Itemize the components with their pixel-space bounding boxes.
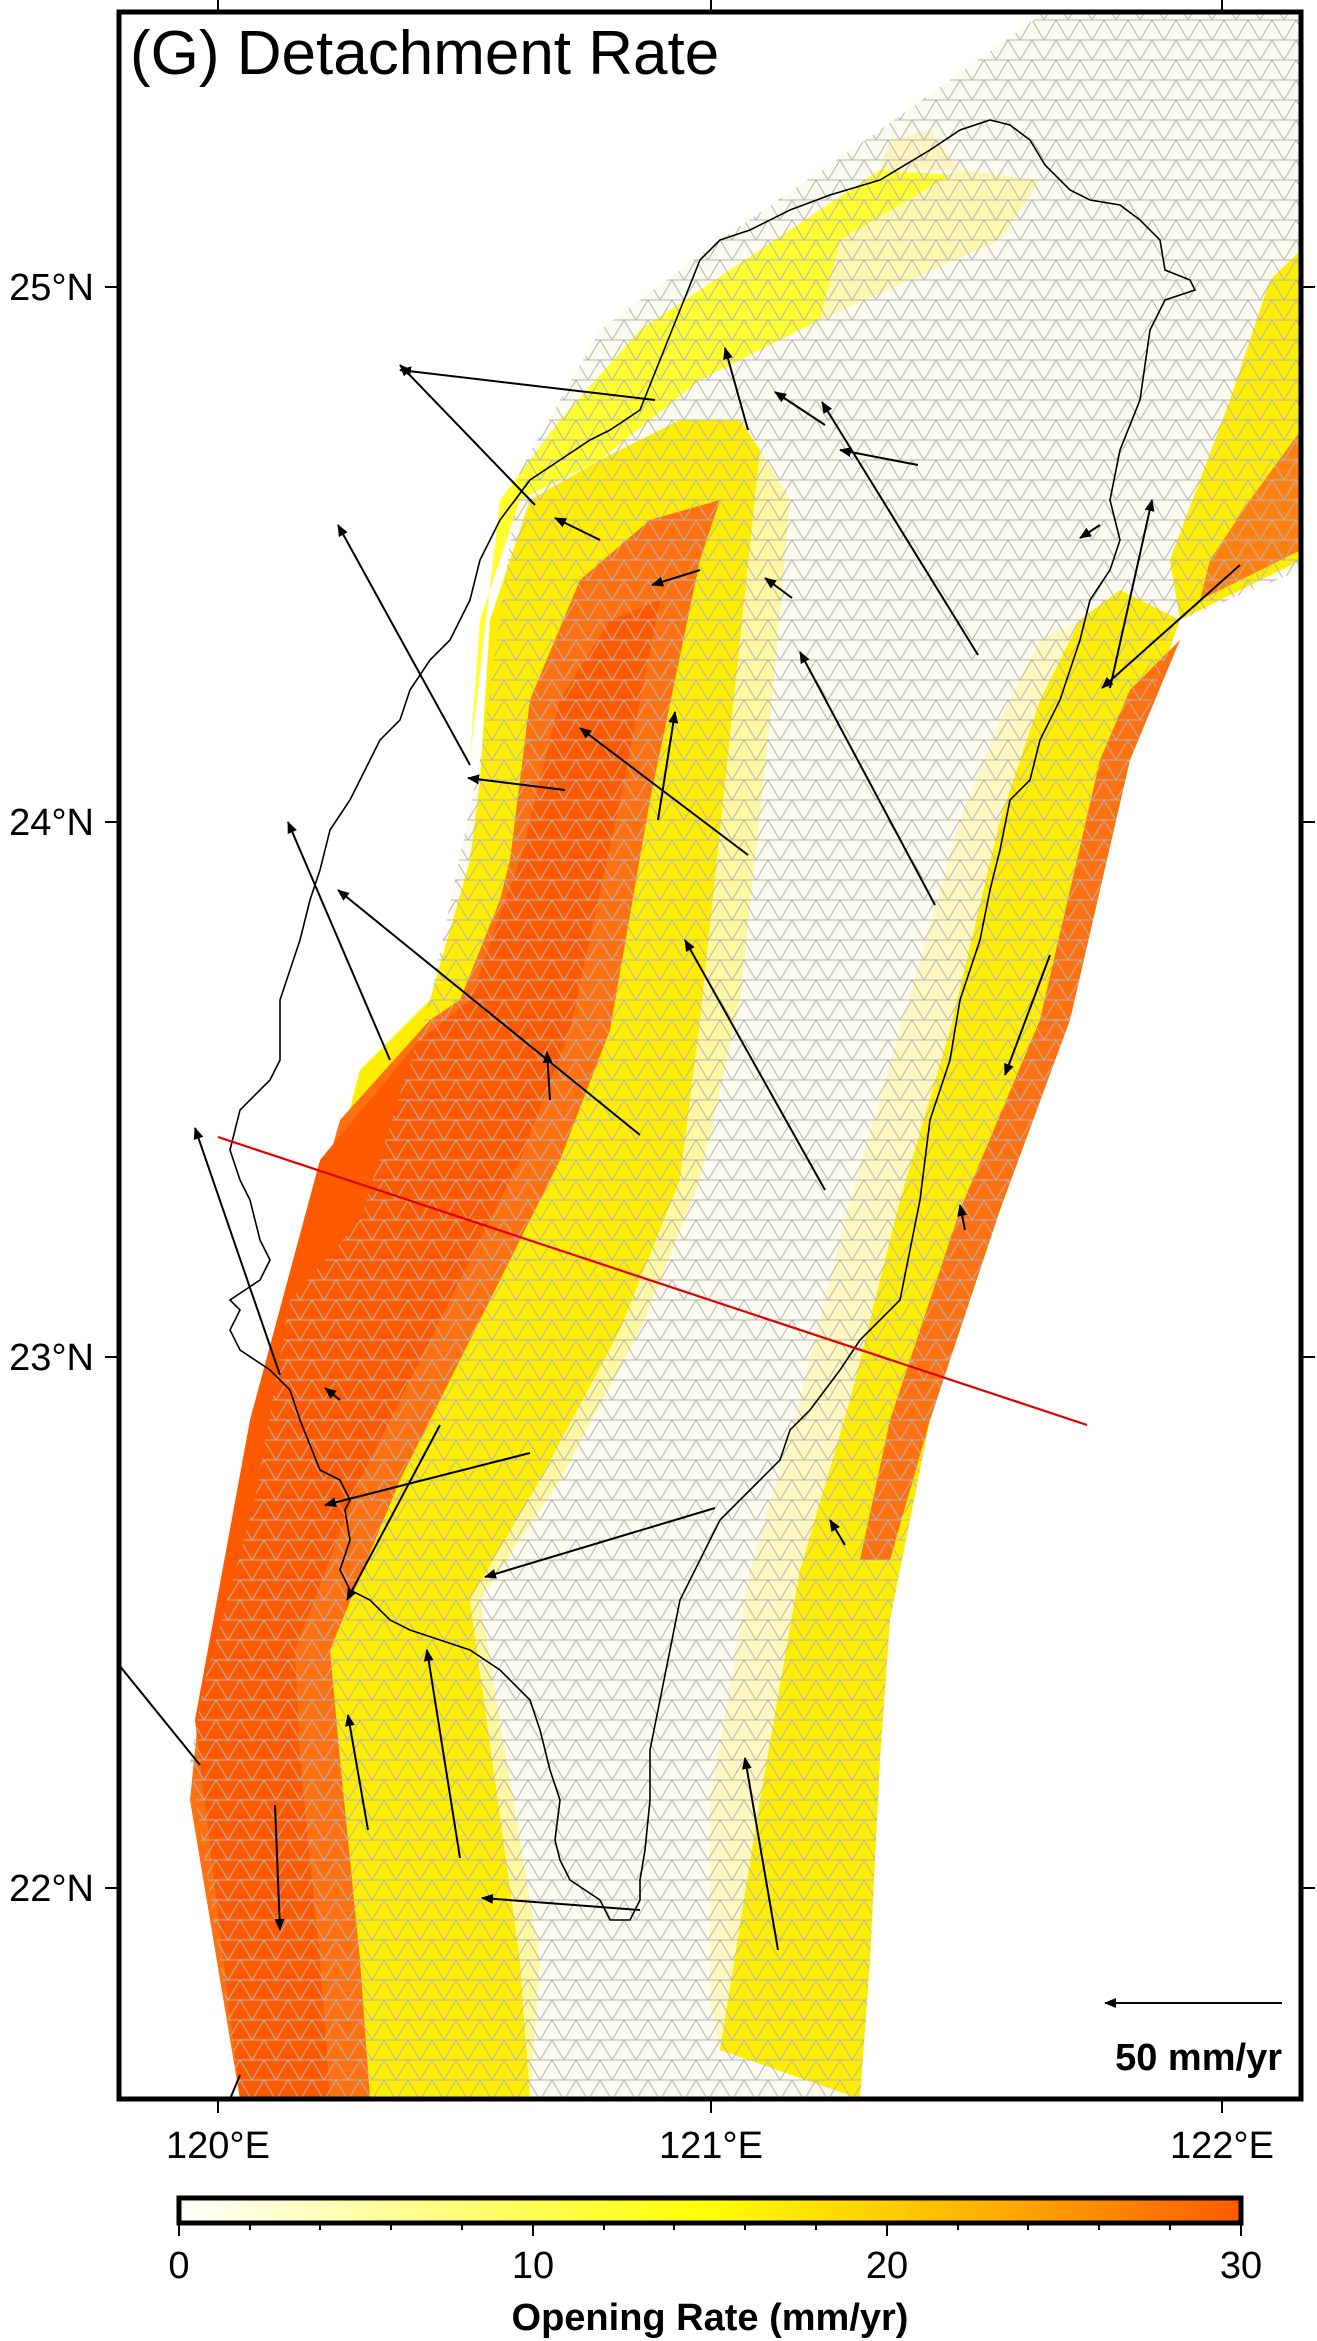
velocity-arrow xyxy=(423,1649,461,1859)
velocity-arrow xyxy=(119,1664,201,1766)
velocity-arrow xyxy=(324,1387,341,1401)
y-tick-label: 24°N xyxy=(9,802,94,844)
velocity-arrow xyxy=(1109,499,1155,689)
y-tick-label: 22°N xyxy=(9,1868,94,1910)
x-tick-label: 122°E xyxy=(1170,2125,1274,2167)
y-tick-label: 25°N xyxy=(9,267,94,309)
velocity-arrow xyxy=(467,774,566,791)
velocity-arrow xyxy=(764,577,793,599)
colorbar-tick-label: 20 xyxy=(866,2245,908,2287)
scale-vector-label: 50 mm/yr xyxy=(1115,2037,1282,2079)
velocity-arrow xyxy=(344,1714,369,1831)
velocity-arrow xyxy=(774,391,826,426)
velocity-arrow xyxy=(481,1893,641,1911)
velocity-arrow xyxy=(741,1757,779,1951)
velocity-arrow xyxy=(1004,954,1051,1076)
velocity-arrow xyxy=(829,1519,846,1546)
colorbar-tick-label: 0 xyxy=(168,2245,189,2287)
velocity-arrow xyxy=(554,517,601,541)
colorbar-tick-label: 10 xyxy=(512,2245,554,2287)
detachment-mesh xyxy=(190,12,1301,2099)
velocity-arrow xyxy=(324,1452,531,1508)
velocity-arrow xyxy=(579,727,749,856)
velocity-arrow xyxy=(799,651,936,906)
mesh-overlay xyxy=(190,12,1301,2099)
colorbar-ticks xyxy=(178,2223,1242,2236)
velocity-arrow xyxy=(337,889,641,1136)
taiwan-coastline xyxy=(228,119,1197,1921)
x-tick-label: 121°E xyxy=(659,2125,763,2167)
colorbar-gradient xyxy=(176,2195,1244,2226)
velocity-arrow xyxy=(723,347,749,431)
velocity-arrow xyxy=(1101,564,1241,689)
velocity-arrow xyxy=(287,821,391,1061)
velocity-arrow xyxy=(337,524,471,766)
velocity-arrow xyxy=(821,401,979,656)
profile-line xyxy=(217,1135,1088,1427)
velocity-arrow xyxy=(651,569,701,587)
velocity-arrow xyxy=(684,939,826,1191)
velocity-arrow xyxy=(229,2074,241,2099)
colorbar-tick-label: 30 xyxy=(1220,2245,1262,2287)
velocity-arrow xyxy=(193,1127,281,1376)
velocity-arrow xyxy=(484,1507,716,1579)
velocity-arrow xyxy=(346,1424,441,1601)
map-title: (G) Detachment Rate xyxy=(130,19,719,88)
x-tick-label: 120°E xyxy=(166,2125,270,2167)
axis-ticks xyxy=(105,0,1315,2113)
velocity-arrow xyxy=(1079,524,1101,539)
velocity-arrow xyxy=(657,711,679,821)
velocity-vectors xyxy=(119,347,1241,2099)
velocity-arrow xyxy=(957,1204,968,1231)
colorbar-title: Opening Rate (mm/yr) xyxy=(512,2297,909,2339)
velocity-arrow xyxy=(274,1804,285,1931)
velocity-arrow xyxy=(399,366,656,401)
velocity-arrow xyxy=(542,1051,553,1101)
y-tick-label: 23°N xyxy=(9,1337,94,1379)
colorbar: 0 10 20 30 Opening Rate (mm/yr) xyxy=(168,2195,1262,2339)
velocity-arrow xyxy=(399,364,536,506)
